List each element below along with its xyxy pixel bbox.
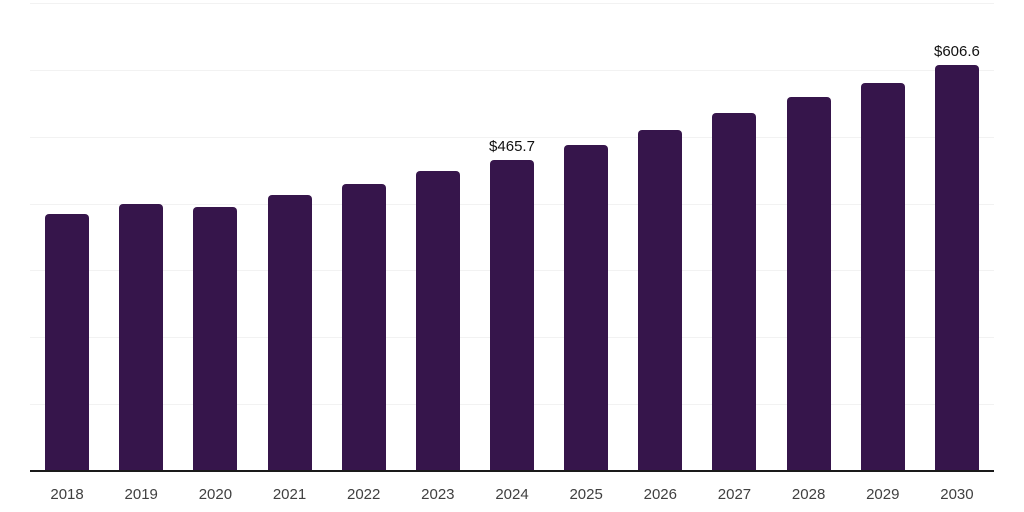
bar-2024: [490, 160, 534, 470]
x-tick-label-2019: 2019: [124, 486, 158, 503]
x-tick-label-2024: 2024: [495, 486, 529, 503]
bar-2023: [416, 171, 460, 470]
x-tick-label-2029: 2029: [866, 486, 900, 503]
x-tick-label-2025: 2025: [569, 486, 603, 503]
bar-2030: [935, 65, 979, 470]
gridline: [30, 3, 994, 4]
bar-2029: [861, 83, 905, 470]
x-tick-label-2022: 2022: [347, 486, 381, 503]
x-tick-label-2020: 2020: [198, 486, 233, 503]
x-axis-line: [30, 470, 994, 472]
bar-2026: [638, 130, 682, 470]
bar-2021: [268, 195, 312, 470]
bar-2025: [564, 145, 608, 470]
x-tick-label-2021: 2021: [272, 486, 307, 503]
bar-2022: [342, 184, 386, 470]
bar-2020: [193, 207, 237, 470]
x-tick-label-2028: 2028: [791, 486, 826, 503]
bar-2018: [45, 214, 89, 470]
x-tick-label-2030: 2030: [940, 486, 974, 503]
bar-value-label-2024: $465.7: [489, 138, 535, 155]
x-tick-label-2026: 2026: [643, 486, 677, 503]
x-tick-label-2018: 2018: [50, 486, 84, 503]
bar-2019: [119, 204, 163, 470]
bar-2027: [712, 113, 756, 470]
x-tick-label-2023: 2023: [421, 486, 455, 503]
x-tick-label-2027: 2027: [717, 486, 752, 503]
bar-2028: [787, 97, 831, 470]
gridline: [30, 70, 994, 71]
bar-value-label-2030: $606.6: [933, 43, 980, 60]
